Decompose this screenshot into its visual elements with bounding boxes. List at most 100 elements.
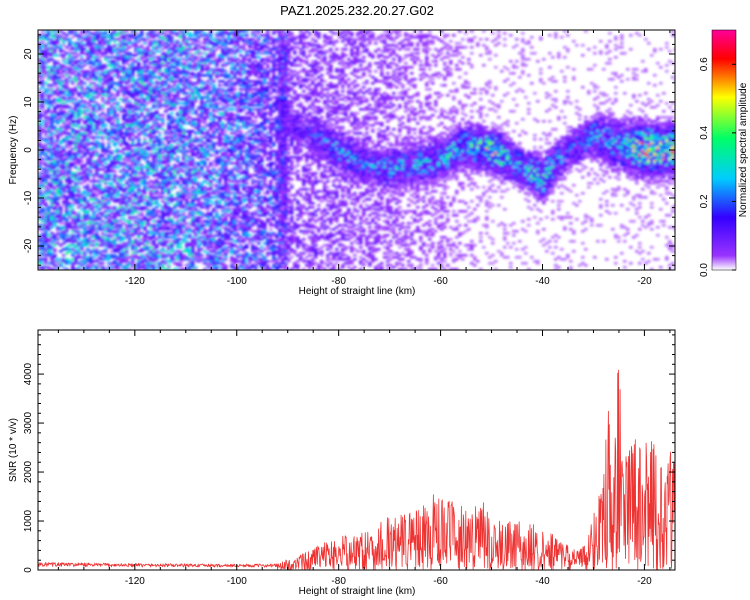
heatmap-cell: [50, 42, 54, 45]
heatmap-cell: [59, 192, 63, 195]
heatmap-cell: [74, 236, 78, 239]
heatmap-cell: [53, 212, 57, 215]
heatmap-cell: [41, 50, 45, 53]
heatmap-cell: [47, 58, 51, 61]
heatmap-cell: [80, 92, 84, 95]
heatmap-cell: [95, 90, 99, 93]
heatmap-cell: [125, 244, 129, 247]
heatmap-cell: [104, 58, 108, 61]
heatmap-cell: [95, 238, 99, 241]
heatmap-cell: [62, 164, 66, 167]
heatmap-cell: [83, 32, 87, 35]
heatmap-cell: [53, 256, 57, 259]
heatmap-cell: [44, 232, 48, 235]
heatmap-cell: [80, 222, 84, 225]
heatmap-cell: [98, 160, 102, 163]
heatmap-cell: [41, 70, 45, 73]
heatmap-cell: [122, 188, 126, 191]
heatmap-cell: [62, 154, 66, 157]
heatmap-cell: [41, 236, 45, 239]
heatmap-cell: [107, 56, 111, 59]
heatmap-cell: [92, 188, 96, 191]
heatmap-cell: [83, 122, 87, 125]
heatmap-cell: [119, 204, 123, 207]
heatmap-cell: [83, 170, 87, 173]
heatmap-cell: [134, 46, 138, 49]
heatmap-cell: [50, 88, 54, 91]
heatmap-cell: [59, 184, 63, 187]
heatmap-cell: [41, 150, 45, 153]
heatmap-cell: [104, 132, 108, 135]
heatmap-cell: [53, 150, 57, 153]
heatmap-cell: [95, 180, 99, 183]
heatmap-cell: [131, 104, 135, 107]
heatmap-cell: [59, 212, 63, 215]
heatmap-cell: [38, 76, 42, 79]
heatmap-cell: [53, 98, 57, 101]
heatmap-cell: [77, 148, 81, 151]
heatmap-cell: [131, 242, 135, 245]
heatmap-cell: [122, 184, 126, 187]
heatmap-cell: [59, 64, 63, 67]
heatmap-cell: [44, 202, 48, 205]
heatmap-cell: [200, 254, 204, 257]
heatmap-cell: [125, 268, 129, 270]
heatmap-cell: [68, 132, 72, 135]
heatmap-cell: [41, 162, 45, 165]
heatmap-cell: [68, 72, 72, 75]
heatmap-cell: [89, 108, 93, 111]
heatmap-cell: [131, 74, 135, 77]
heatmap-cell: [80, 48, 84, 51]
heatmap-cell: [56, 190, 60, 193]
heatmap-cell: [116, 122, 120, 125]
heatmap-cell: [122, 76, 126, 79]
heatmap-cell: [140, 34, 144, 37]
heatmap-cell: [44, 152, 48, 155]
heatmap-cell: [56, 148, 60, 151]
heatmap-cell: [134, 112, 138, 115]
heatmap-cell: [113, 62, 117, 65]
heatmap-cell: [131, 180, 135, 183]
heatmap-cell: [131, 76, 135, 79]
heatmap-cell: [92, 176, 96, 179]
heatmap-cell: [71, 42, 75, 45]
heatmap-cell: [125, 54, 129, 57]
heatmap-cell: [134, 94, 138, 97]
heatmap-cell: [71, 30, 75, 33]
heatmap-cell: [41, 226, 45, 229]
heatmap-cell: [59, 72, 63, 75]
heatmap-cell: [131, 132, 135, 135]
heatmap-cell: [56, 184, 60, 187]
heatmap-cell: [50, 154, 54, 157]
heatmap-cell: [98, 78, 102, 81]
heatmap-cell: [101, 174, 105, 177]
heatmap-cell: [92, 70, 96, 73]
heatmap-cell: [38, 258, 42, 261]
heatmap-cell: [128, 156, 132, 159]
heatmap-cell: [98, 104, 102, 107]
heatmap-cell: [134, 40, 138, 43]
heatmap-cell: [128, 166, 132, 169]
heatmap-cell: [80, 160, 84, 163]
heatmap-cell: [71, 140, 75, 143]
heatmap-cell: [98, 72, 102, 75]
heatmap-cell: [53, 166, 57, 169]
heatmap-cell: [80, 194, 84, 197]
heatmap-cell: [125, 104, 129, 107]
heatmap-cell: [107, 76, 111, 79]
heatmap-cell: [56, 72, 60, 75]
heatmap-cell: [116, 156, 120, 159]
heatmap-cell: [56, 226, 60, 229]
heatmap-cell: [107, 168, 111, 171]
heatmap-cell: [128, 216, 132, 219]
heatmap-cell: [122, 70, 126, 73]
heatmap-cell: [104, 36, 108, 39]
heatmap-cell: [50, 124, 54, 127]
heatmap-cell: [77, 92, 81, 95]
heatmap-cell: [86, 260, 90, 263]
heatmap-cell: [116, 126, 120, 129]
heatmap-cell: [101, 124, 105, 127]
heatmap-cell: [86, 128, 90, 131]
heatmap-cell: [50, 84, 54, 87]
